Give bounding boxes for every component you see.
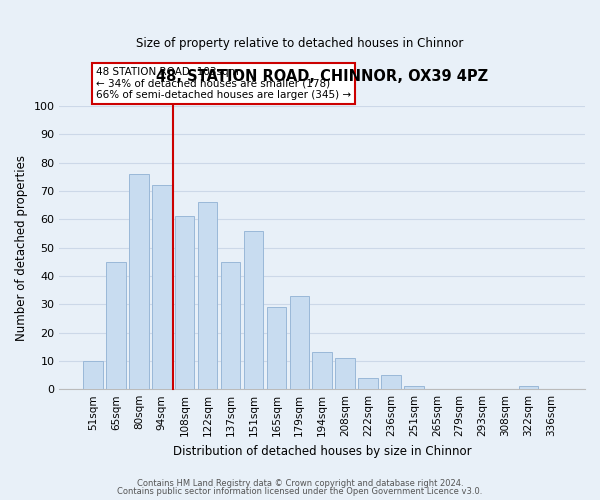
Text: Size of property relative to detached houses in Chinnor: Size of property relative to detached ho… bbox=[136, 38, 464, 51]
Bar bbox=[290, 296, 309, 389]
Y-axis label: Number of detached properties: Number of detached properties bbox=[15, 154, 28, 340]
Bar bbox=[83, 361, 103, 389]
Bar bbox=[152, 185, 172, 389]
Bar bbox=[519, 386, 538, 389]
Bar bbox=[244, 230, 263, 389]
Bar bbox=[175, 216, 194, 389]
Bar bbox=[381, 375, 401, 389]
Bar bbox=[106, 262, 126, 389]
Title: 48, STATION ROAD, CHINNOR, OX39 4PZ: 48, STATION ROAD, CHINNOR, OX39 4PZ bbox=[156, 69, 488, 84]
Text: Contains public sector information licensed under the Open Government Licence v3: Contains public sector information licen… bbox=[118, 487, 482, 496]
Bar bbox=[335, 358, 355, 389]
Bar bbox=[266, 307, 286, 389]
Bar bbox=[198, 202, 217, 389]
Text: 48 STATION ROAD: 103sqm
← 34% of detached houses are smaller (178)
66% of semi-d: 48 STATION ROAD: 103sqm ← 34% of detache… bbox=[96, 67, 352, 100]
X-axis label: Distribution of detached houses by size in Chinnor: Distribution of detached houses by size … bbox=[173, 444, 472, 458]
Bar bbox=[313, 352, 332, 389]
Bar bbox=[129, 174, 149, 389]
Bar bbox=[358, 378, 378, 389]
Bar bbox=[221, 262, 240, 389]
Bar bbox=[404, 386, 424, 389]
Text: Contains HM Land Registry data © Crown copyright and database right 2024.: Contains HM Land Registry data © Crown c… bbox=[137, 478, 463, 488]
